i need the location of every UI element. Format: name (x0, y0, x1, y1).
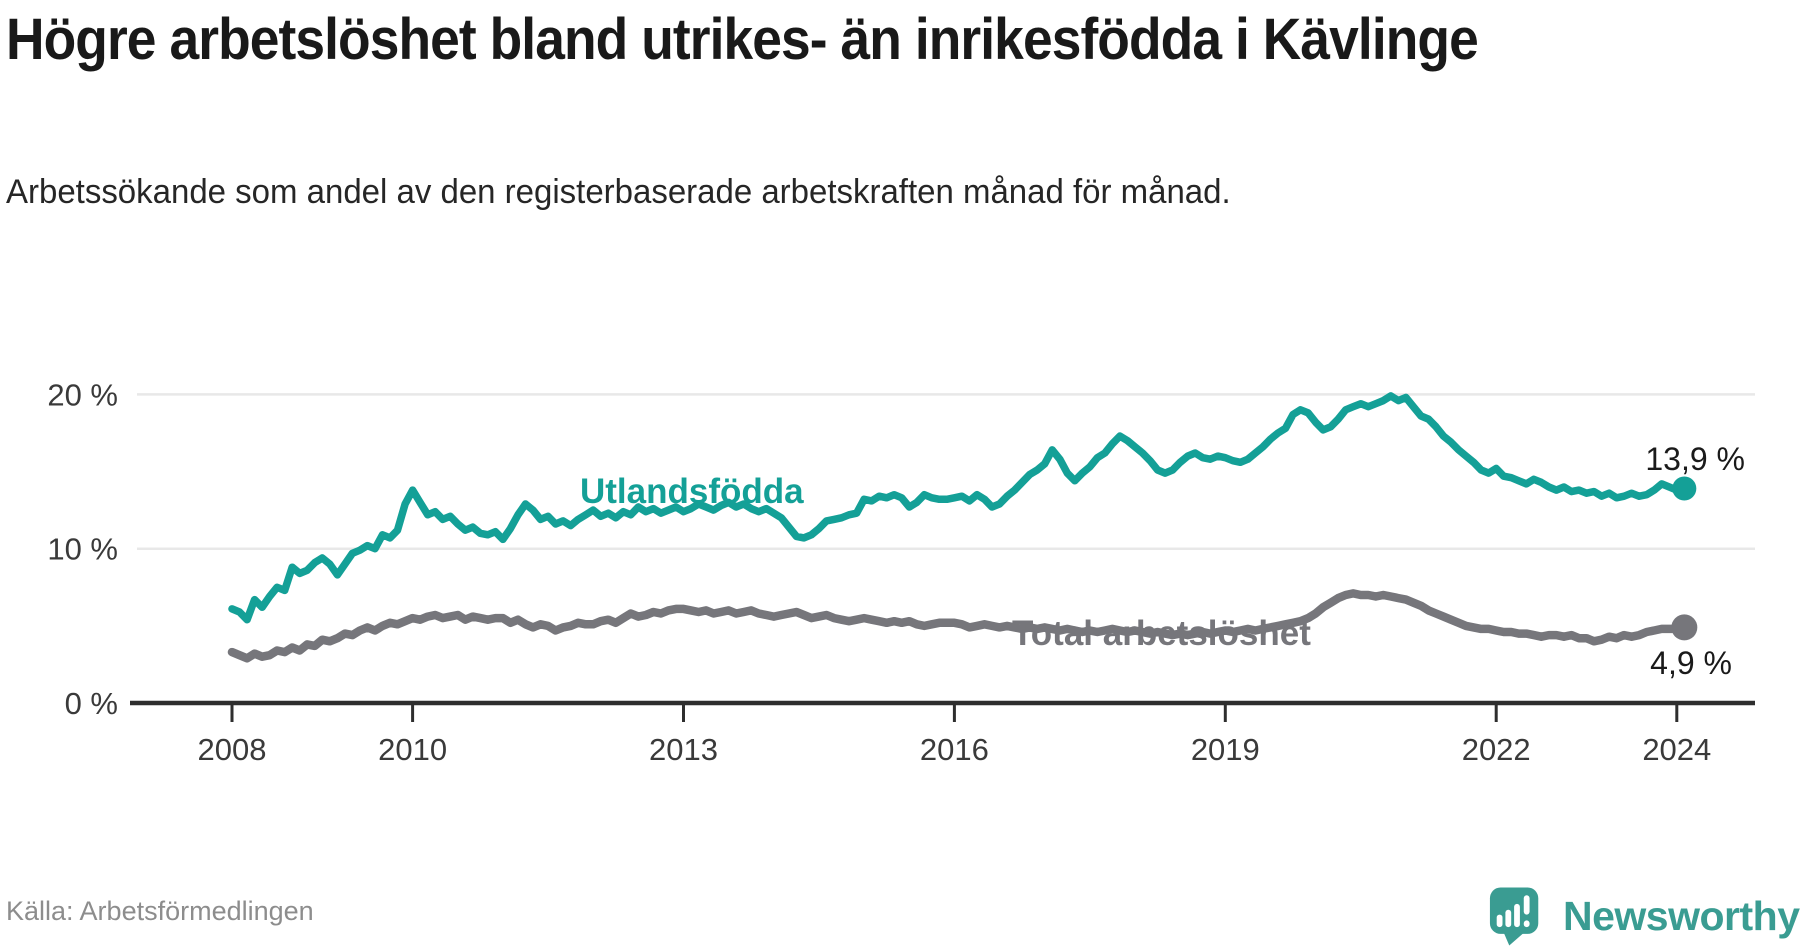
x-axis-label-2016: 2016 (920, 732, 989, 767)
end-dot-total (1671, 614, 1698, 641)
x-axis-label-2008: 2008 (198, 732, 267, 767)
newsworthy-logo: Newsworthy (1488, 884, 1800, 948)
x-axis-label-2013: 2013 (649, 732, 718, 767)
unemployment-line-chart: 0 % 10 % 20 % 2008 2010 2013 2016 2019 2022 2024 U… (47, 377, 1755, 767)
newsworthy-speech-bubble-chart-icon (1489, 887, 1539, 945)
source-note: Källa: Arbetsförmedlingen (6, 896, 314, 926)
x-axis-label-2019: 2019 (1191, 732, 1260, 767)
end-value-label-utlandsfodda: 13,9 % (1645, 441, 1745, 477)
y-axis-label-20: 20 % (47, 377, 118, 412)
x-axis-label-2010: 2010 (378, 732, 447, 767)
chart-subtitle: Arbetssökande som andel av den registerb… (6, 173, 1231, 211)
line-utlandsfodda (228, 392, 1689, 624)
newsworthy-logo-text: Newsworthy (1563, 892, 1800, 939)
end-dot-utlandsfodda (1672, 476, 1697, 501)
series-label-total: Total arbetslöshet (1012, 614, 1311, 653)
line-total (227, 589, 1689, 663)
chart-title: Högre arbetslöshet bland utrikes- än inr… (6, 7, 1479, 72)
y-axis-label-10: 10 % (47, 532, 118, 567)
y-axis-label-0: 0 % (65, 686, 118, 721)
x-axis-label-2022: 2022 (1462, 732, 1531, 767)
x-axis-label-2024: 2024 (1642, 732, 1711, 767)
end-value-label-total: 4,9 % (1650, 645, 1732, 681)
series-label-utlandsfodda: Utlandsfödda (580, 472, 804, 511)
